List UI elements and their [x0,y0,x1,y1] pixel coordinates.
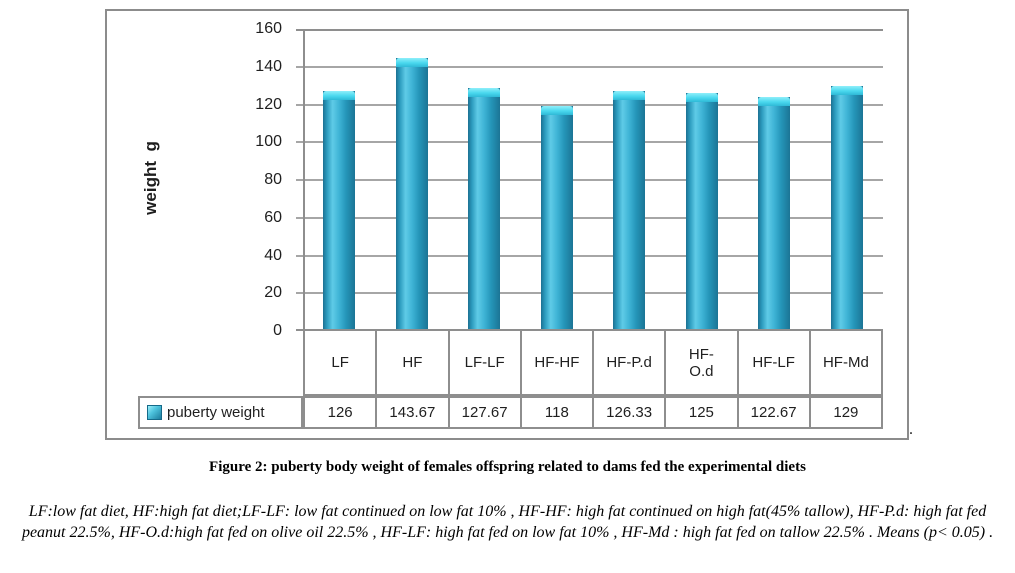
plot-area [296,29,883,331]
bar-HF-LF [758,97,791,329]
figure-footnote: LF:low fat diet, HF:high fat diet;LF-LF:… [21,503,994,541]
y-tick-label: 60 [264,208,282,226]
value-cell: 125 [664,398,736,427]
value-cell: 143.67 [375,398,447,427]
value-cell: 129 [808,398,881,427]
plot-border-top [296,29,883,31]
category-label: HF- O.d [664,331,736,394]
value-cell: 122.67 [736,398,809,427]
y-tick-label: 120 [255,95,282,113]
bar-HF-Md [830,86,863,329]
y-tick-label: 0 [273,322,282,339]
y-axis-line [303,29,305,331]
bar-top-cap [323,91,356,100]
x-axis-line [296,329,883,331]
y-tick-label: 40 [264,246,282,264]
category-label: HF [375,331,447,394]
figure-caption: Figure 2: puberty body weight of females… [209,459,806,475]
y-tick-label: 140 [255,57,282,75]
bar-top-cap [468,88,501,97]
bar-top-cap [830,86,863,95]
value-cell: 118 [519,398,592,427]
bar-HF-HF [540,106,573,329]
y-tick-label: 100 [255,133,282,151]
y-tick-label: 80 [264,171,282,188]
category-header-row: LF HF LF-LF HF-HF HF-P.d HF- O.d HF-LF HF-Md [303,331,883,396]
y-tick-label: 20 [264,284,282,302]
gridline [296,65,883,68]
bar-HF [395,58,428,329]
gridline [296,292,883,295]
bar-HF-O.d [685,93,718,329]
value-cell: 126 [327,404,353,421]
bar-top-cap [685,93,718,102]
gridline [296,254,883,257]
category-label: HF-P.d [592,331,664,394]
category-label: HF-HF [519,331,592,394]
legend-label: puberty weight [167,404,265,421]
gridline [296,103,883,106]
bars-layer [303,29,883,331]
category-label: LF-LF [447,331,520,394]
value-row: 126 143.67 127.67 118 126.33 125 122.67 129 [303,396,883,429]
legend: puberty weight [138,396,303,429]
value-cell: 127.67 [447,398,520,427]
y-tick-label: 160 [255,20,282,37]
y-axis-title: weight g [141,141,160,215]
bar-LF-LF [468,88,501,329]
value-cell: 126.33 [592,398,664,427]
bar-LF [323,91,356,329]
bar-top-cap [540,106,573,115]
category-label: LF [331,354,349,371]
category-label: HF-Md [808,331,881,394]
gridline [296,141,883,144]
bar-top-cap [395,58,428,67]
series-color-swatch-icon [147,405,162,420]
gridline [296,179,883,181]
period-after-figure: . [909,421,913,438]
category-label: HF-LF [736,331,809,394]
bar-top-cap [613,91,646,100]
bar-top-cap [758,97,791,106]
gridline [296,216,883,219]
chart-figure: weight g 160 140 120 100 80 60 40 20 0 LF HF LF-LF… [105,9,909,440]
bar-HF-P.d [613,91,646,329]
